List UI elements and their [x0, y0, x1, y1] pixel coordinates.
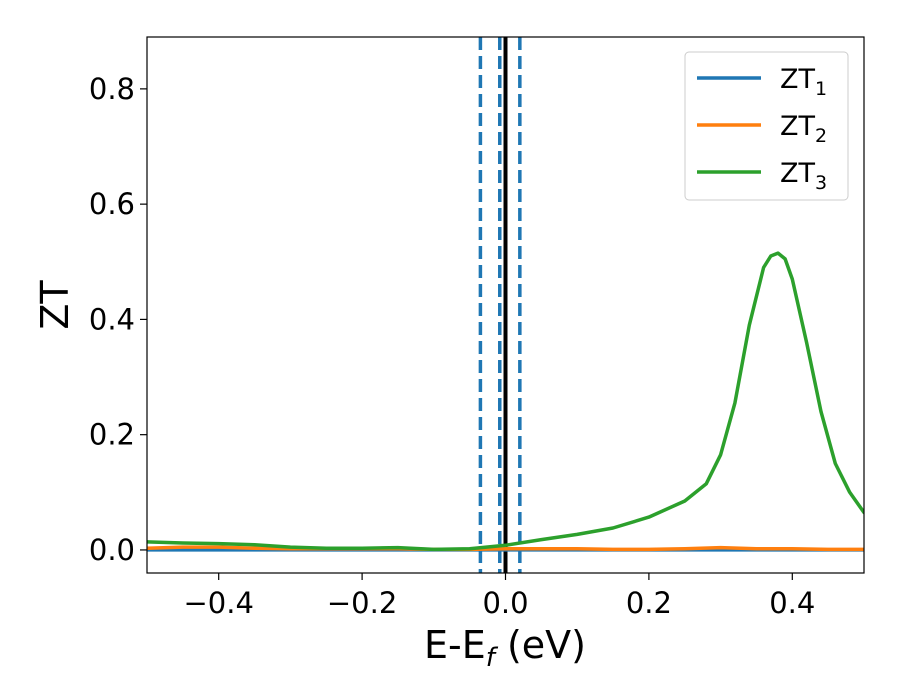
y-tick-label: 0.4 [89, 302, 135, 336]
series-layer [147, 251, 864, 552]
y-tick-label: 0.2 [89, 418, 135, 452]
y-tick-label: 0.6 [89, 187, 135, 221]
legend-label-zt1: ZT1 [780, 64, 827, 100]
legend: ZT1 ZT2 ZT3 [684, 51, 849, 201]
x-tick-label: −0.2 [327, 586, 397, 620]
x-tick-label: −0.4 [183, 586, 253, 620]
x-tick-label: 0.4 [769, 586, 815, 620]
reference-lines [478, 37, 522, 573]
series-line-zt3 [147, 251, 864, 552]
legend-label-zt3: ZT3 [780, 158, 827, 194]
x-axis-label-main: E-E [424, 623, 486, 667]
y-axis-ticks: 0.0 0.2 0.4 0.6 0.8 [89, 72, 147, 567]
y-tick-label: 0.0 [89, 533, 135, 567]
legend-box [684, 51, 849, 201]
x-axis-label-unit: (eV) [495, 623, 586, 667]
x-tick-label: 0.2 [626, 586, 672, 620]
series-line-zt2 [147, 545, 864, 552]
y-axis-label: ZT [33, 280, 77, 330]
x-tick-label: 0.0 [482, 586, 528, 620]
x-axis-label: E-Ef (eV) [424, 623, 586, 673]
legend-label-zt2: ZT2 [780, 111, 827, 147]
x-axis-ticks: −0.4 −0.2 0.0 0.2 0.4 [183, 573, 815, 620]
y-tick-label: 0.8 [89, 72, 135, 106]
